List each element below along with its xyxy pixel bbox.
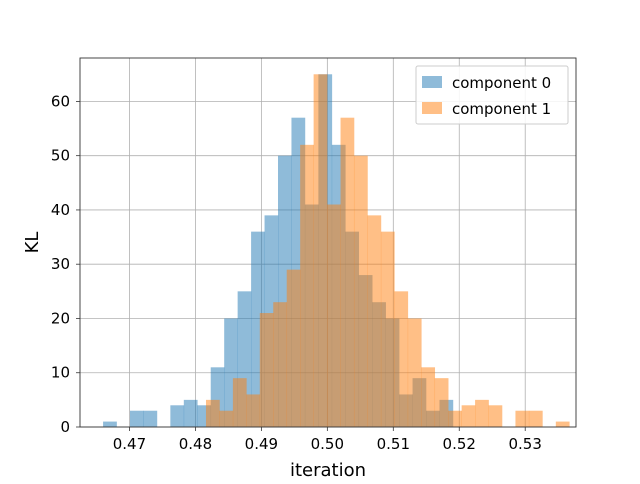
bar-series-1: [246, 394, 261, 427]
bar-series-1: [205, 399, 220, 427]
bar-series-1: [488, 405, 503, 427]
bar-series-0: [143, 410, 158, 427]
bar-series-0: [170, 405, 185, 427]
bar-series-1: [434, 378, 449, 427]
bar-series-1: [407, 318, 422, 427]
bar-series-1: [475, 399, 489, 427]
x-tick-label: 0.47: [113, 435, 146, 453]
x-tick-label: 0.51: [377, 435, 410, 453]
bar-series-1: [286, 269, 301, 427]
x-axis-label: iteration: [290, 460, 366, 480]
x-tick-label: 0.48: [179, 435, 212, 453]
bar-series-1: [313, 74, 328, 427]
bar-series-1: [394, 291, 409, 427]
y-tick-label: 40: [51, 201, 70, 219]
bar-series-0: [103, 421, 117, 427]
legend: component 0 component 1: [415, 65, 569, 125]
bar-series-1: [327, 204, 341, 427]
y-axis-label: KL: [22, 232, 43, 254]
y-tick-label: 30: [51, 255, 70, 273]
x-tick-label: 0.49: [245, 435, 278, 453]
bar-series-1: [528, 410, 543, 427]
bar-series-0: [129, 410, 144, 427]
y-tick-label: 50: [51, 147, 70, 165]
x-tick-label: 0.52: [443, 435, 476, 453]
bar-series-1: [232, 378, 247, 427]
y-tick-label: 20: [51, 309, 70, 327]
bar-series-1: [421, 367, 436, 427]
bar-series-1: [380, 231, 395, 427]
bar-series-1: [340, 117, 355, 428]
legend-box: [415, 65, 569, 125]
legend-label: component 1: [452, 100, 551, 118]
legend-swatch: [422, 102, 442, 114]
x-tick-label: 0.53: [509, 435, 542, 453]
x-tick-label: 0.50: [311, 435, 344, 453]
bar-series-1: [367, 215, 382, 427]
bar-series-1: [300, 144, 314, 427]
bar-series-1: [219, 410, 234, 427]
plot-frame: [79, 57, 577, 428]
y-tick-label: 0: [60, 418, 70, 436]
y-tick-label: 10: [51, 364, 70, 382]
bar-series-1: [555, 421, 570, 427]
bar-series-1: [461, 405, 476, 427]
y-tick-label: 60: [51, 92, 70, 110]
bar-series-1: [353, 155, 368, 428]
ticks: 0.47 0.48 0.49 0.50 0.51 0.52 0.53 0 10 20 30 40 50 6…: [51, 92, 542, 453]
bar-series-0: [183, 399, 198, 427]
legend-label: component 0: [452, 74, 551, 92]
bar-series-1: [273, 302, 288, 427]
bar-series-1: [448, 410, 462, 427]
bar-series-1: [259, 313, 274, 427]
bar-series-1: [515, 410, 530, 427]
bars: [103, 74, 570, 428]
legend-swatch: [422, 76, 442, 88]
